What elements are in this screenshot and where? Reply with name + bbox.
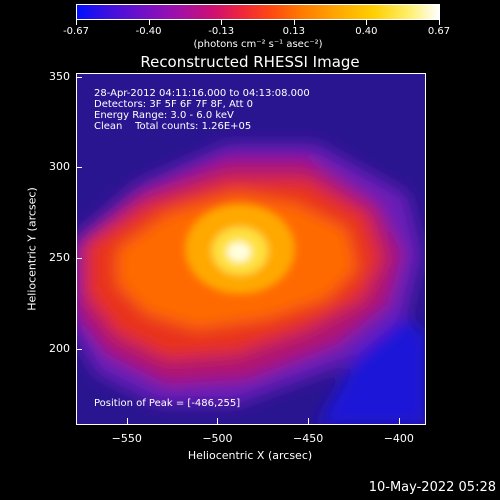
- colorbar-tick: [366, 20, 368, 25]
- info-detectors: Detectors: 3F 5F 6F 7F 8F, Att 0: [94, 99, 254, 110]
- plot-title: Reconstructed RHESSI Image: [140, 53, 360, 71]
- colorbar-tick: [221, 20, 223, 25]
- colorbar-tick: [439, 20, 440, 25]
- colorbar-tick-label: 0.40: [355, 26, 378, 37]
- peak-spot: [227, 242, 251, 262]
- x-tick-label: −450: [293, 432, 324, 445]
- y-tick-label: 300: [49, 160, 70, 174]
- low-region: [318, 304, 425, 424]
- colorbar: [76, 4, 440, 20]
- colorbar-tick-label: -0.13: [208, 26, 235, 37]
- y-tick: [76, 348, 82, 350]
- colorbar-tick: [293, 20, 295, 25]
- colorbar-tick: [148, 20, 150, 25]
- y-tick-label: 350: [49, 69, 70, 83]
- y-tick-label: 200: [49, 341, 70, 355]
- x-tick-label: −500: [202, 432, 233, 445]
- info-clean: Clean Total counts: 1.26E+05: [94, 121, 252, 132]
- colorbar-tick-label: 0.13: [282, 26, 305, 37]
- colorbar-units: (photons cm⁻² s⁻¹ asec⁻²): [193, 39, 323, 50]
- x-axis-label: Heliocentric X (arcsec): [187, 449, 313, 462]
- info-peak: Position of Peak = [-486,255]: [94, 398, 241, 409]
- info-time: 28-Apr-2012 04:11:16.000 to 04:13:08.000: [94, 88, 310, 99]
- y-tick-label: 250: [49, 251, 70, 265]
- y-tick: [76, 167, 82, 169]
- heatmap-plot: 28-Apr-2012 04:11:16.000 to 04:13:08.000…: [76, 73, 426, 425]
- x-tick: [308, 418, 310, 424]
- colorbar-tick-label: -0.40: [135, 26, 162, 37]
- x-tick: [398, 418, 400, 424]
- heatmap-image: [77, 74, 425, 424]
- x-tick: [217, 418, 219, 424]
- x-tick: [126, 418, 128, 424]
- y-axis-label: Heliocentric Y (arcsec): [25, 187, 39, 311]
- timestamp: 10-May-2022 05:28: [368, 480, 496, 495]
- y-tick: [76, 258, 82, 260]
- info-energy: Energy Range: 3.0 - 6.0 keV: [94, 110, 234, 121]
- colorbar-tick-label: 0.67: [427, 26, 451, 37]
- x-tick-label: −400: [383, 432, 414, 445]
- colorbar-tick-label: -0.67: [63, 26, 89, 37]
- x-tick-label: −550: [111, 432, 142, 445]
- y-tick: [76, 76, 82, 78]
- colorbar-tick: [76, 20, 77, 25]
